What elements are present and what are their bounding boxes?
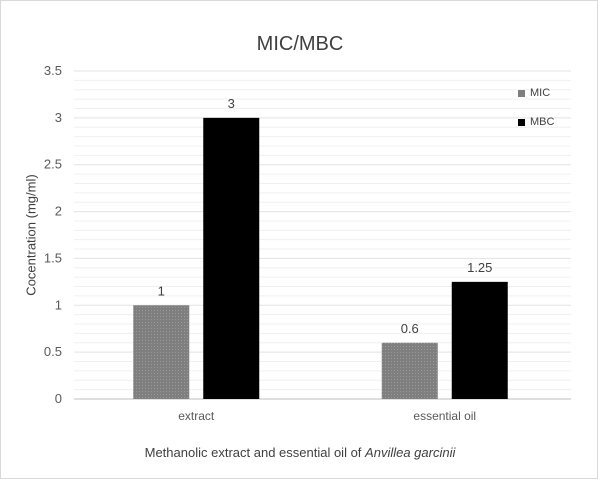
- y-tick-label: 1.5: [44, 250, 62, 265]
- y-tick-label: 0.5: [44, 344, 62, 359]
- legend-label: MIC: [530, 87, 551, 99]
- bar-mic-essential-oil: [381, 342, 438, 399]
- data-label: 1: [158, 283, 165, 298]
- bar-mbc-essential-oil: [451, 281, 508, 399]
- y-tick-label: 3: [55, 110, 62, 125]
- legend-item-mic: MIC: [518, 85, 554, 101]
- x-axis-title: Methanolic extract and essential oil of …: [1, 445, 598, 460]
- y-tick-label: 3.5: [44, 63, 62, 78]
- x-axis-title-text: Methanolic extract and essential oil of: [144, 445, 362, 460]
- y-tick-label: 2.5: [44, 157, 62, 172]
- y-tick-label: 2: [55, 204, 62, 219]
- x-tick-label: extract: [178, 409, 215, 423]
- y-tick-label: 1: [55, 297, 62, 312]
- data-label: 1.25: [467, 260, 492, 275]
- data-label: 0.6: [401, 321, 419, 336]
- data-label: 3: [228, 96, 235, 111]
- legend-swatch: [518, 89, 525, 97]
- bar-mbc-extract: [203, 117, 260, 399]
- legend-label: MBC: [530, 116, 555, 128]
- x-axis-title-species: Anvillea garcinii: [365, 445, 456, 460]
- legend-item-mbc: MBC: [518, 114, 554, 130]
- legend-swatch: [518, 118, 525, 126]
- bar-mic-extract: [133, 305, 190, 399]
- chart-title: MIC/MBC: [256, 33, 344, 55]
- y-tick-label: 0: [55, 391, 62, 406]
- legend: MIC MBC: [518, 85, 554, 143]
- x-tick-label: essential oil: [413, 409, 476, 423]
